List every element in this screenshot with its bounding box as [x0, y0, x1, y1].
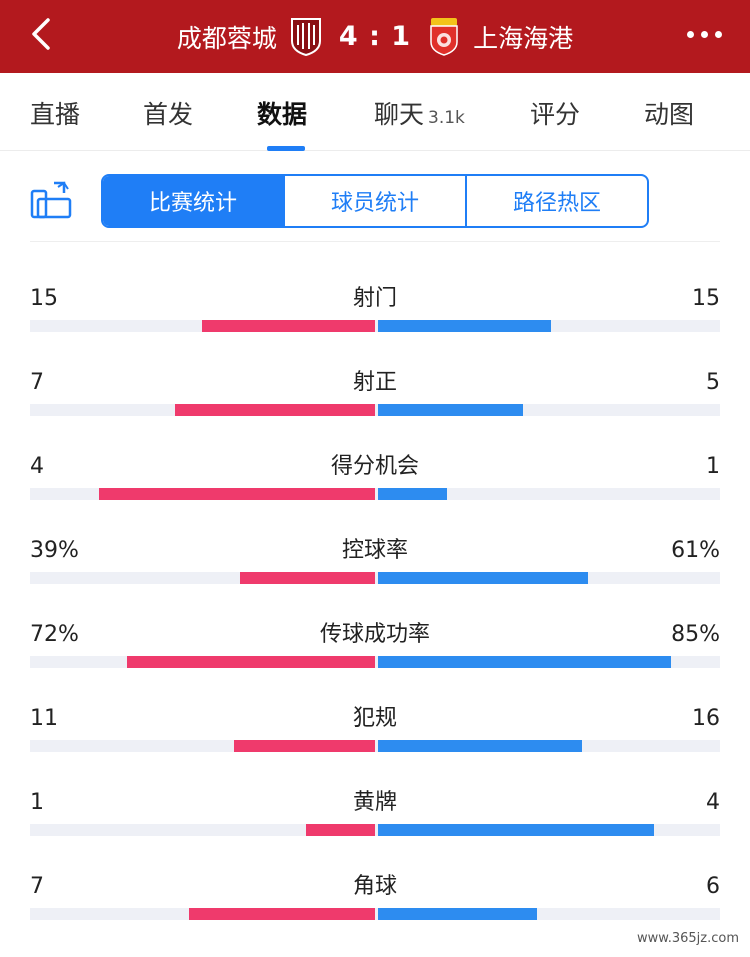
stat-row: 39% 控球率 61% — [0, 536, 750, 620]
away-bar — [378, 572, 588, 584]
home-value: 7 — [30, 874, 44, 899]
home-team-logo — [290, 17, 321, 56]
home-value: 11 — [30, 706, 58, 731]
away-team-logo — [430, 17, 458, 56]
away-value: 16 — [692, 706, 720, 731]
home-bar — [175, 404, 375, 416]
tab-live[interactable]: 直播 — [30, 100, 81, 129]
stat-label: 得分机会 — [330, 454, 419, 479]
stat-row: 11 犯规 16 — [0, 704, 750, 788]
home-bar — [240, 572, 375, 584]
home-value: 7 — [30, 370, 44, 395]
stat-label: 射正 — [352, 370, 397, 395]
stats-segmented-control: 比赛统计 球员统计 路径热区 — [101, 174, 649, 228]
home-value: 1 — [30, 790, 44, 815]
stat-track — [30, 740, 720, 752]
match-tabs: 直播 首发 数据 聊天 3.1k 评分 动图 — [0, 73, 750, 151]
stats-toolbar: 比赛统计 球员统计 路径热区 — [0, 151, 750, 242]
stat-row: 7 射正 5 — [0, 368, 750, 452]
tab-lineup[interactable]: 首发 — [143, 100, 194, 129]
away-value: 61% — [671, 538, 720, 563]
away-bar — [378, 404, 523, 416]
stat-label: 犯规 — [352, 706, 397, 731]
stat-label: 黄牌 — [352, 790, 397, 815]
stat-label: 角球 — [352, 874, 397, 899]
away-value: 1 — [706, 454, 720, 479]
away-value: 5 — [706, 370, 720, 395]
away-bar — [378, 488, 447, 500]
away-value: 6 — [706, 874, 720, 899]
home-value: 72% — [30, 622, 79, 647]
away-value: 15 — [692, 286, 720, 311]
back-arrow-icon[interactable] — [22, 14, 62, 54]
away-value: 4 — [706, 790, 720, 815]
stat-row: 72% 传球成功率 85% — [0, 620, 750, 704]
match-score: 4 : 1 — [338, 21, 412, 52]
match-header: 成都蓉城 4 : 1 上海海港 — [0, 0, 750, 73]
segment-heatmap[interactable]: 路径热区 — [465, 176, 647, 226]
tab-chat[interactable]: 聊天 3.1k — [374, 100, 465, 129]
active-tab-indicator — [267, 146, 305, 151]
segment-match-stats[interactable]: 比赛统计 — [103, 176, 283, 226]
layout-switch-icon[interactable] — [30, 181, 74, 221]
home-bar — [306, 824, 375, 836]
stat-track — [30, 908, 720, 920]
match-summary: 成都蓉城 4 : 1 上海海港 — [177, 17, 573, 57]
stat-track — [30, 320, 720, 332]
stat-track — [30, 404, 720, 416]
stat-label: 传球成功率 — [319, 622, 430, 647]
stat-label: 射门 — [352, 286, 397, 311]
home-team-name: 成都蓉城 — [176, 23, 277, 53]
home-bar — [202, 320, 375, 332]
home-value: 39% — [30, 538, 79, 563]
stat-row: 1 黄牌 4 — [0, 788, 750, 872]
stat-track — [30, 572, 720, 584]
more-options-icon[interactable] — [687, 22, 722, 46]
section-divider — [30, 241, 720, 242]
tab-ratings[interactable]: 评分 — [530, 100, 581, 129]
home-bar — [127, 656, 375, 668]
away-bar — [378, 656, 671, 668]
watermark-text: www.365jz.com — [634, 930, 742, 947]
home-bar — [234, 740, 375, 752]
home-value: 15 — [30, 286, 58, 311]
stat-row: 4 得分机会 1 — [0, 452, 750, 536]
chat-count: 3.1k — [428, 108, 465, 128]
stat-label: 控球率 — [341, 538, 408, 563]
away-bar — [378, 740, 582, 752]
stat-row: 15 射门 15 — [0, 284, 750, 368]
home-value: 4 — [30, 454, 44, 479]
home-bar — [99, 488, 375, 500]
away-bar — [378, 320, 551, 332]
tab-stats[interactable]: 数据 — [257, 100, 308, 129]
away-bar — [378, 824, 654, 836]
away-team-name: 上海海港 — [473, 23, 574, 53]
stat-row: 7 角球 6 — [0, 872, 750, 956]
away-value: 85% — [671, 622, 720, 647]
away-bar — [378, 908, 537, 920]
segment-player-stats[interactable]: 球员统计 — [283, 176, 465, 226]
home-bar — [189, 908, 375, 920]
tab-gifs[interactable]: 动图 — [644, 100, 695, 129]
